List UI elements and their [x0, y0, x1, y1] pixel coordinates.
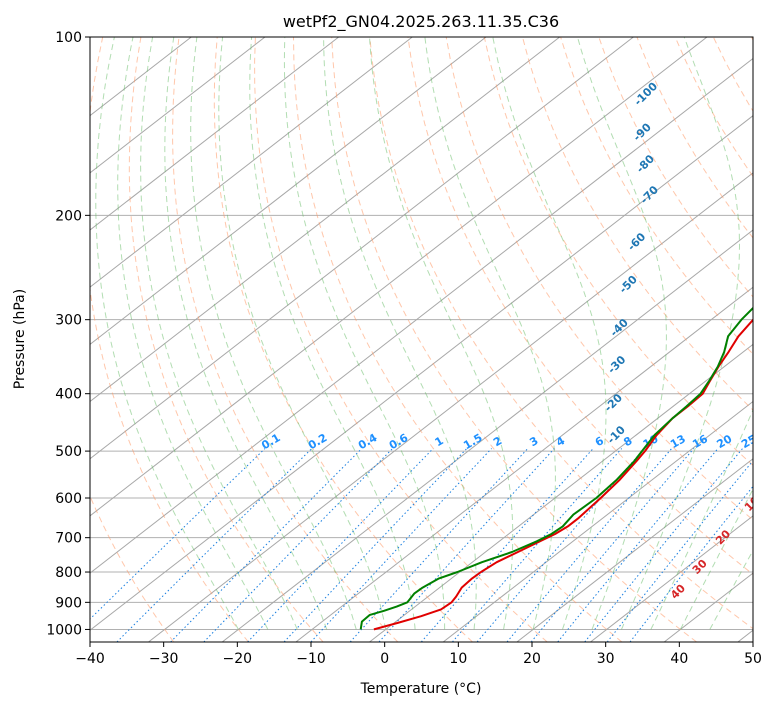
y-axis-label: Pressure (hPa) [12, 289, 28, 389]
moist-adiabat [190, 37, 357, 630]
dry-adiabat [213, 37, 473, 642]
moist-adiabat [620, 37, 741, 630]
isotherm-gridline [369, 343, 753, 642]
dry-adiabat [254, 37, 548, 642]
moist-adiabat [249, 37, 416, 630]
x-tick-label: −20 [223, 651, 253, 667]
x-tick-label: −40 [75, 651, 105, 667]
isotherm-gridline [148, 172, 753, 642]
dry-adiabat [90, 494, 175, 642]
moist-adiabat [117, 37, 269, 630]
y-tick-label: 200 [55, 208, 82, 224]
mixing-ratio-label: 25 [739, 432, 759, 451]
isotherm-gridline [90, 115, 753, 631]
x-tick-label: 0 [380, 651, 389, 667]
isotherm-gridline [90, 57, 753, 574]
y-tick-label: 500 [55, 444, 82, 460]
mixing-ratio-line [283, 448, 468, 642]
mixing-ratio-line [170, 448, 363, 642]
x-tick-label: 30 [597, 651, 615, 667]
x-tick-label: −10 [296, 651, 326, 667]
dry-adiabat [598, 37, 753, 298]
moist-adiabat [283, 37, 446, 630]
y-tick-label: 400 [55, 387, 82, 403]
isotherm-gridline [90, 37, 487, 345]
dry-adiabat [90, 37, 249, 642]
mixing-ratio-line [378, 448, 555, 642]
axes: −40 −30 −20 −10 0 10 20 30 40 50 100 200 300 400 500 60… [46, 30, 762, 667]
isotherm-gridline [590, 515, 753, 642]
mixing-ratio-line [420, 448, 594, 642]
moist-adiabat [424, 37, 556, 630]
x-tick-label: −30 [149, 651, 179, 667]
moist-adiabat [95, 37, 239, 630]
isotherm-gridline [90, 37, 340, 231]
isotherm-gridline [221, 229, 753, 642]
dry-adiabat [522, 37, 753, 411]
x-axis-label: Temperature (°C) [360, 681, 482, 697]
y-tick-label: 800 [55, 565, 82, 581]
y-tick-label: 300 [55, 313, 82, 329]
isotherm-gridline [90, 37, 413, 288]
dry-adiabat [331, 37, 697, 642]
moist-adiabat [577, 37, 667, 630]
moist-adiabat [218, 37, 387, 630]
x-tick-label: 50 [744, 651, 762, 667]
dry-adiabat [407, 37, 753, 575]
y-tick-label: 1000 [46, 622, 82, 638]
moist-adiabat-label: 10 [742, 494, 762, 514]
moist-adiabat [650, 408, 753, 630]
moist-adiabat [492, 37, 607, 630]
dry-adiabat [560, 37, 753, 355]
dry-adiabat [172, 37, 399, 642]
mixing-ratio-line [606, 460, 753, 642]
chart-title: wetPf2_GN04.2025.263.11.35.C36 [283, 12, 559, 32]
isotherm-gridline [90, 37, 634, 460]
moist-adiabat [140, 37, 298, 630]
plot-area: 0.10.20.40.611.52346810131620253036-100-… [90, 37, 762, 642]
moist-adiabat [369, 37, 514, 630]
isotherm-gridline [516, 458, 753, 642]
isotherm-gridline [90, 37, 561, 403]
mixing-ratio-line [247, 448, 434, 642]
plot-frame [89, 36, 754, 643]
y-tick-label: 900 [55, 595, 82, 611]
mixing-ratio-line [629, 485, 753, 642]
x-tick-label: 10 [449, 651, 467, 667]
dry-adiabat [369, 37, 753, 630]
isotherm-gridline [90, 37, 708, 517]
mixing-ratio-line [310, 448, 492, 642]
y-tick-label: 600 [55, 491, 82, 507]
moist-adiabat [323, 37, 477, 630]
x-tick-label: 20 [523, 651, 541, 667]
moist-adiabat [164, 37, 328, 630]
mixing-ratio-line [452, 448, 623, 642]
mixing-ratio-line [584, 448, 743, 642]
x-tick-label: 40 [670, 651, 688, 667]
mixing-ratio-line [90, 448, 266, 620]
isotherm-gridline [90, 37, 266, 174]
isotherm-gridline [442, 400, 753, 642]
y-tick-label: 100 [55, 30, 82, 46]
dewpoint-profile [359, 306, 753, 630]
dry-adiabat [128, 37, 324, 642]
mixing-ratio-line [203, 448, 393, 642]
y-tick-label: 700 [55, 531, 82, 547]
